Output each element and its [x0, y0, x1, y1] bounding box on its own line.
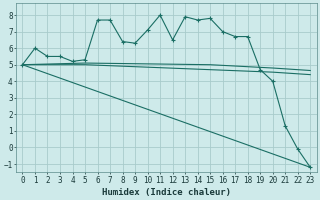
X-axis label: Humidex (Indice chaleur): Humidex (Indice chaleur): [102, 188, 231, 197]
